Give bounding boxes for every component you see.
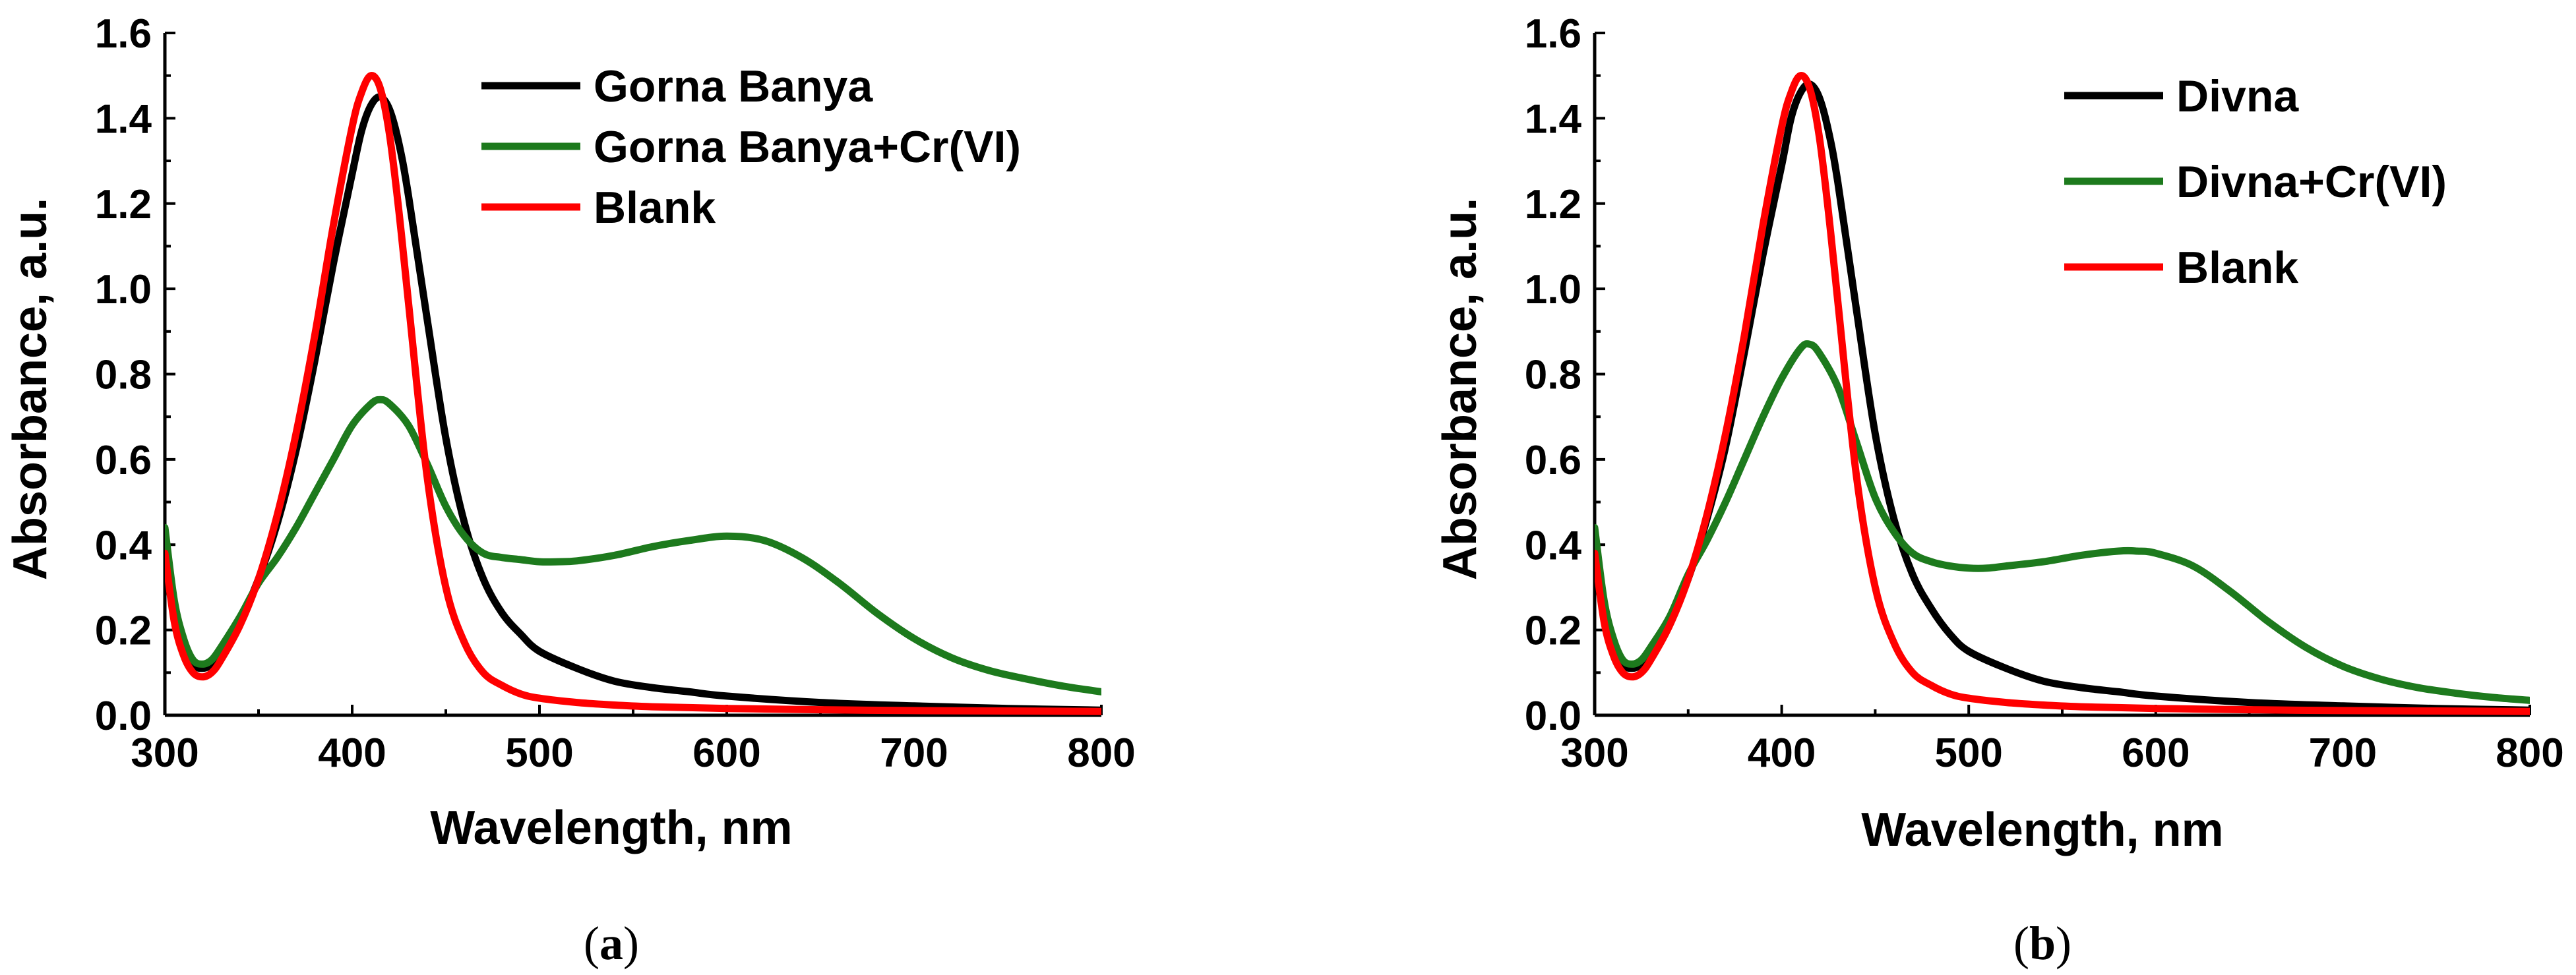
y-tick-label: 0.4 xyxy=(95,523,152,568)
y-tick-label: 0.4 xyxy=(1525,523,1582,568)
panel-b: Absorbance, a.u. Wavelength, nm (b) 0.0 0… xyxy=(1434,11,2564,970)
y-tick-label: 0.2 xyxy=(1525,608,1581,654)
x-tick-label: 300 xyxy=(1560,730,1628,776)
panel-a: Absorbance, a.u. Wavelength, nm (a) 0.0 0… xyxy=(4,11,1136,970)
x-tick-label: 800 xyxy=(1067,730,1135,776)
panel-caption-a: (a) xyxy=(584,917,639,970)
series-line-blank xyxy=(165,72,1101,715)
y-tick-label: 1.6 xyxy=(1525,11,1581,57)
x-tick-label: 400 xyxy=(1748,730,1816,776)
y-tick-label: 1.0 xyxy=(95,267,152,312)
legend-label: Blank xyxy=(2176,243,2298,293)
x-tick-label: 500 xyxy=(1934,730,2002,776)
x-tick-label: 300 xyxy=(131,730,199,776)
y-tick-label: 1.2 xyxy=(1525,182,1581,227)
y-tick-label: 0.0 xyxy=(1525,694,1581,739)
panel-caption-b: (b) xyxy=(2013,917,2071,970)
x-tick-label: 600 xyxy=(2122,730,2190,776)
y-tick-label: 1.0 xyxy=(1525,267,1581,312)
legend-label: Gorna Banya xyxy=(594,61,873,111)
legend-label: Divna xyxy=(2176,71,2299,121)
series-line-blank xyxy=(1595,72,2530,715)
legend-label: Divna+Cr(VI) xyxy=(2176,157,2447,207)
y-tick-label: 1.2 xyxy=(95,182,152,227)
y-axis-label: Absorbance, a.u. xyxy=(4,198,57,580)
y-tick-label: 1.4 xyxy=(1525,96,1582,142)
series-line-gorna-banya-cr-vi xyxy=(165,396,1101,695)
series-line-divna-cr-vi xyxy=(1595,340,2530,704)
y-tick-label: 0.6 xyxy=(95,438,152,483)
y-tick-label: 1.4 xyxy=(95,96,152,142)
y-tick-label: 0.2 xyxy=(95,608,152,654)
legend-label: Gorna Banya+Cr(VI) xyxy=(594,122,1021,172)
x-tick-label: 800 xyxy=(2496,730,2563,776)
legend-label: Blank xyxy=(594,183,716,233)
x-axis-label: Wavelength, nm xyxy=(1861,804,2223,856)
y-tick-label: 1.6 xyxy=(95,11,152,57)
x-tick-label: 400 xyxy=(318,730,386,776)
x-axis-label: Wavelength, nm xyxy=(430,802,792,854)
y-tick-label: 0.0 xyxy=(95,694,152,739)
y-tick-label: 0.8 xyxy=(1525,353,1581,398)
y-tick-label: 0.8 xyxy=(95,353,152,398)
x-tick-label: 500 xyxy=(505,730,573,776)
y-axis-label: Absorbance, a.u. xyxy=(1434,198,1487,580)
y-tick-label: 0.6 xyxy=(1525,438,1581,483)
x-tick-label: 700 xyxy=(880,730,948,776)
x-tick-label: 600 xyxy=(692,730,760,776)
x-tick-label: 700 xyxy=(2309,730,2377,776)
